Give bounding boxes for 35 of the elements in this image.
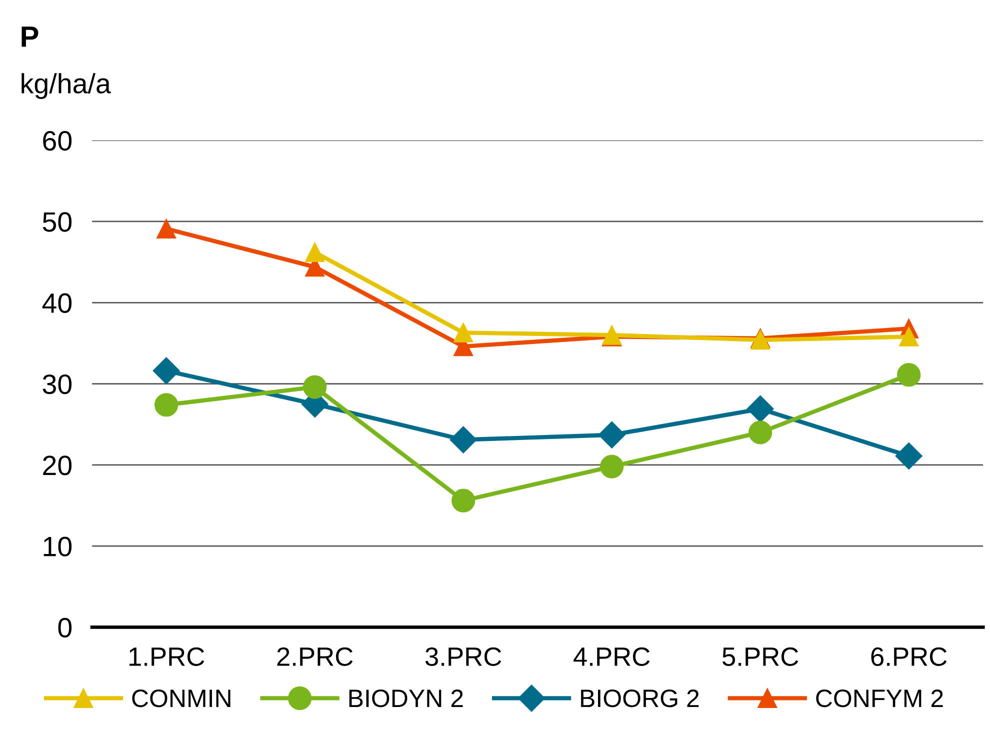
x-tick-label: 3.PRC <box>425 647 502 666</box>
point <box>598 421 626 448</box>
y-tick-label: 10 <box>44 536 72 556</box>
y-tick-label: 60 <box>43 131 72 151</box>
y-axis-title: kg/ha/a <box>22 73 111 99</box>
point <box>305 242 325 262</box>
x-tick-label: 4.PRC <box>574 647 650 666</box>
point <box>600 454 624 478</box>
x-tick-label: 5.PRC <box>722 647 798 666</box>
legend-label: CONFYM 2 <box>816 690 943 708</box>
legend-label: BIODYN 2 <box>349 690 463 708</box>
point <box>154 393 178 417</box>
point <box>156 219 176 239</box>
point <box>450 426 477 454</box>
x-tick-label: 1.PRC <box>129 647 204 666</box>
point <box>748 420 772 444</box>
chart-title: P <box>22 26 38 47</box>
point <box>152 357 180 384</box>
point <box>454 322 474 342</box>
y-tick-label: 50 <box>42 212 72 232</box>
y-tick-label: 0 <box>58 618 72 638</box>
y-tick-label: 30 <box>42 374 72 394</box>
point <box>750 330 770 350</box>
point <box>899 326 919 346</box>
x-tick-label: 6.PRC <box>871 647 947 666</box>
point <box>895 442 922 470</box>
y-tick-label: 20 <box>43 456 72 476</box>
y-tick-label: 40 <box>42 293 72 313</box>
x-tick-label: 2.PRC <box>277 647 353 666</box>
legend-label: BIOORG 2 <box>581 690 699 708</box>
point <box>452 488 476 512</box>
legend-label: CONMIN <box>132 690 230 708</box>
point <box>303 375 327 399</box>
point <box>897 363 921 387</box>
point <box>746 395 774 422</box>
